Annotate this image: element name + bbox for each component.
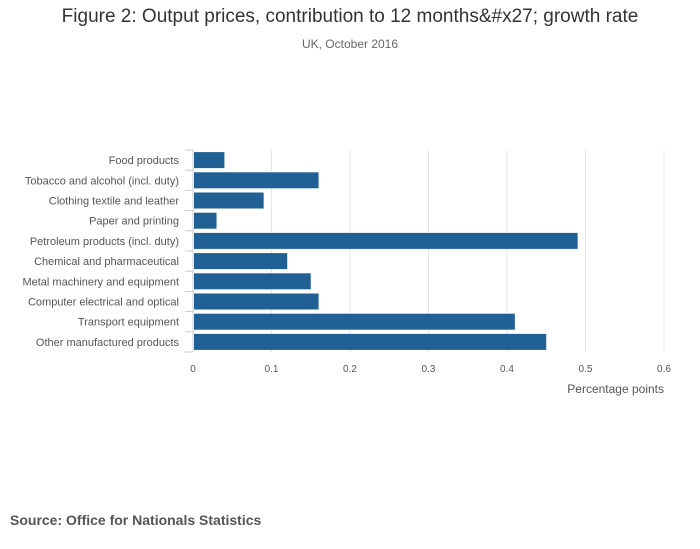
x-tick-label: 0.4 xyxy=(500,364,514,375)
x-tick-label: 0.2 xyxy=(343,364,357,375)
x-axis-label: Percentage points xyxy=(567,382,664,396)
chart-title: Figure 2: Output prices, contribution to… xyxy=(61,6,639,27)
chart-subtitle: UK, October 2016 xyxy=(301,37,399,51)
category-label: Food products xyxy=(109,155,180,167)
bar[interactable] xyxy=(194,152,225,169)
category-label: Chemical and pharmaceutical xyxy=(34,256,179,268)
x-tick-labels: 0 0.1 0.2 0.3 0.4 0.5 0.6 xyxy=(190,364,671,375)
x-tick-label: 0.1 xyxy=(265,364,279,375)
bar[interactable] xyxy=(194,212,217,229)
category-label: Other manufactured products xyxy=(36,337,180,349)
x-tick-label: 0 xyxy=(190,364,196,375)
category-label: Tobacco and alcohol (incl. duty) xyxy=(25,175,179,187)
category-label: Metal machinery and equipment xyxy=(22,276,179,288)
bar[interactable] xyxy=(194,232,578,249)
x-tick-label: 0.6 xyxy=(657,364,671,375)
bar[interactable] xyxy=(194,253,288,270)
axes xyxy=(185,149,194,353)
category-label: Clothing textile and leather xyxy=(49,196,180,208)
source-note: Source: Office for Nationals Statistics xyxy=(10,512,262,528)
bars xyxy=(194,152,578,350)
bar[interactable] xyxy=(194,293,319,310)
bar[interactable] xyxy=(194,333,547,350)
x-tick-label: 0.5 xyxy=(579,364,593,375)
bar[interactable] xyxy=(194,192,264,209)
bar[interactable] xyxy=(194,273,311,290)
bar[interactable] xyxy=(194,172,319,189)
category-label: Paper and printing xyxy=(89,216,179,228)
category-label: Petroleum products (incl. duty) xyxy=(30,236,179,248)
category-label: Computer electrical and optical xyxy=(28,297,179,309)
x-tick-label: 0.3 xyxy=(422,364,436,375)
category-labels: Food products Tobacco and alcohol (incl. … xyxy=(22,155,179,349)
category-label: Transport equipment xyxy=(78,317,179,329)
bar[interactable] xyxy=(194,313,515,330)
